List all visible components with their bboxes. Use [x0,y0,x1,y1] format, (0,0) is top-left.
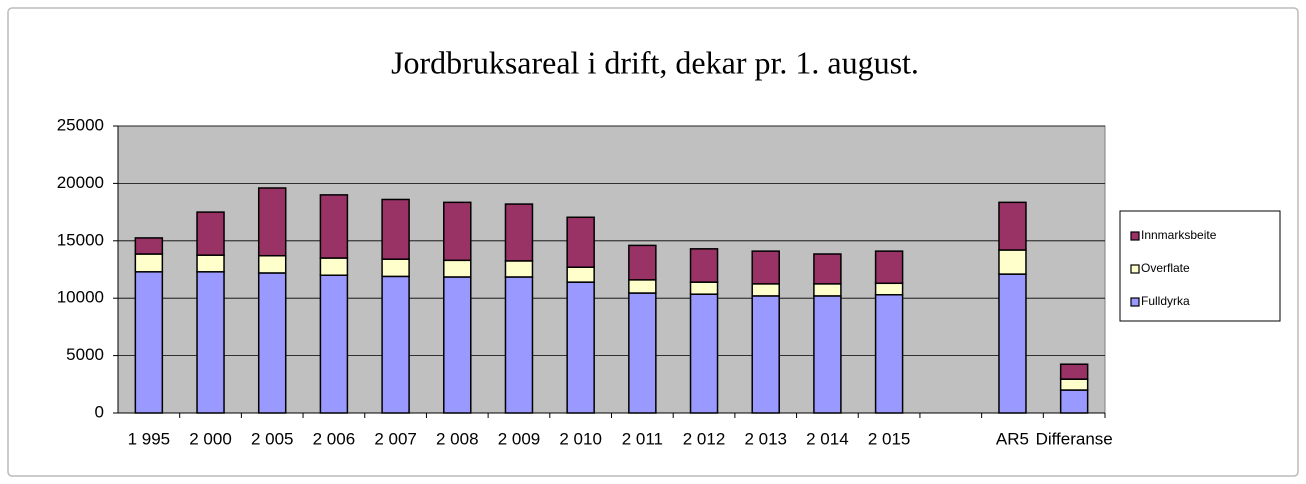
bar-segment [319,257,349,276]
bar-segment [874,282,904,296]
y-tick-label: 15000 [57,230,104,249]
legend-swatch [1130,297,1140,307]
bar-segment [381,258,410,278]
bar-segment [134,253,164,273]
bar-segment [628,292,657,414]
bar-segment [381,275,410,414]
x-tick-label: AR5 [996,429,1029,448]
bar-segment [196,211,225,256]
y-tick-label: 20000 [57,173,104,192]
x-tick-label: 2 013 [744,429,787,448]
bar-segment [1059,363,1089,380]
x-tick-label: 2 010 [559,429,602,448]
bar-segment [381,198,410,260]
y-tick-label: 5000 [66,345,104,364]
x-tick-label: 2 008 [436,429,479,448]
bar-segment [566,266,595,283]
x-tick-label: 2 012 [683,429,726,448]
x-tick-label: 2 006 [313,429,356,448]
y-tick-label: 10000 [57,288,104,307]
x-tick-label: 2 015 [868,429,911,448]
bar-segment [689,248,719,283]
x-tick-label: 2 000 [189,429,232,448]
bar-segment [319,274,349,414]
bar-segment [504,203,534,262]
bar-segment [751,283,780,297]
bar-segment [257,272,287,414]
x-tick-label: 2 009 [498,429,541,448]
bar-segment [257,254,287,274]
chart-title: Jordbruksareal i drift, dekar pr. 1. aug… [391,44,919,80]
bar-segment [504,276,534,414]
legend-swatch [1130,264,1140,274]
bar-segment [813,283,842,297]
bar-segment [134,271,164,414]
bar-segment [874,250,904,285]
y-tick-label: 0 [95,402,104,421]
bar-segment [628,244,657,281]
bar-segment [751,295,780,414]
bar-segment [751,250,780,285]
bar-segment [443,259,472,278]
bar-segment [1059,389,1089,414]
bar-segment [1059,378,1089,391]
bar-segment [628,279,657,294]
bar-segment [257,187,287,257]
bar-segment [196,271,225,414]
legend-label: Fulldyrka [1141,294,1190,308]
bar-segment [689,281,719,295]
bar-segment [319,194,349,259]
bar-segment [134,237,164,255]
x-tick-label: 2 011 [622,429,663,448]
legend-swatch [1130,231,1140,241]
bar-segment [566,281,595,414]
bar-segment [998,273,1027,414]
bar-segment [998,249,1027,275]
bar-segment [443,276,472,414]
legend-label: Innmarksbeite [1141,228,1217,242]
legend-box [1119,210,1281,322]
x-tick-label: 1 995 [128,429,171,448]
legend-label: Overflate [1141,261,1190,275]
bar-segment [689,293,719,414]
bar-segment [443,201,472,262]
x-tick-label: Differanse [1036,429,1113,448]
bar-segment [504,260,534,278]
x-tick-label: 2 005 [251,429,294,448]
bar-segment [196,254,225,273]
bar-segment [874,294,904,414]
bar-segment [998,201,1027,251]
bar-segment [813,295,842,414]
x-tick-label: 2 014 [806,429,849,448]
bar-segment [566,216,595,268]
y-tick-label: 25000 [57,115,104,134]
bar-segment [813,253,842,285]
x-tick-label: 2 007 [374,429,417,448]
